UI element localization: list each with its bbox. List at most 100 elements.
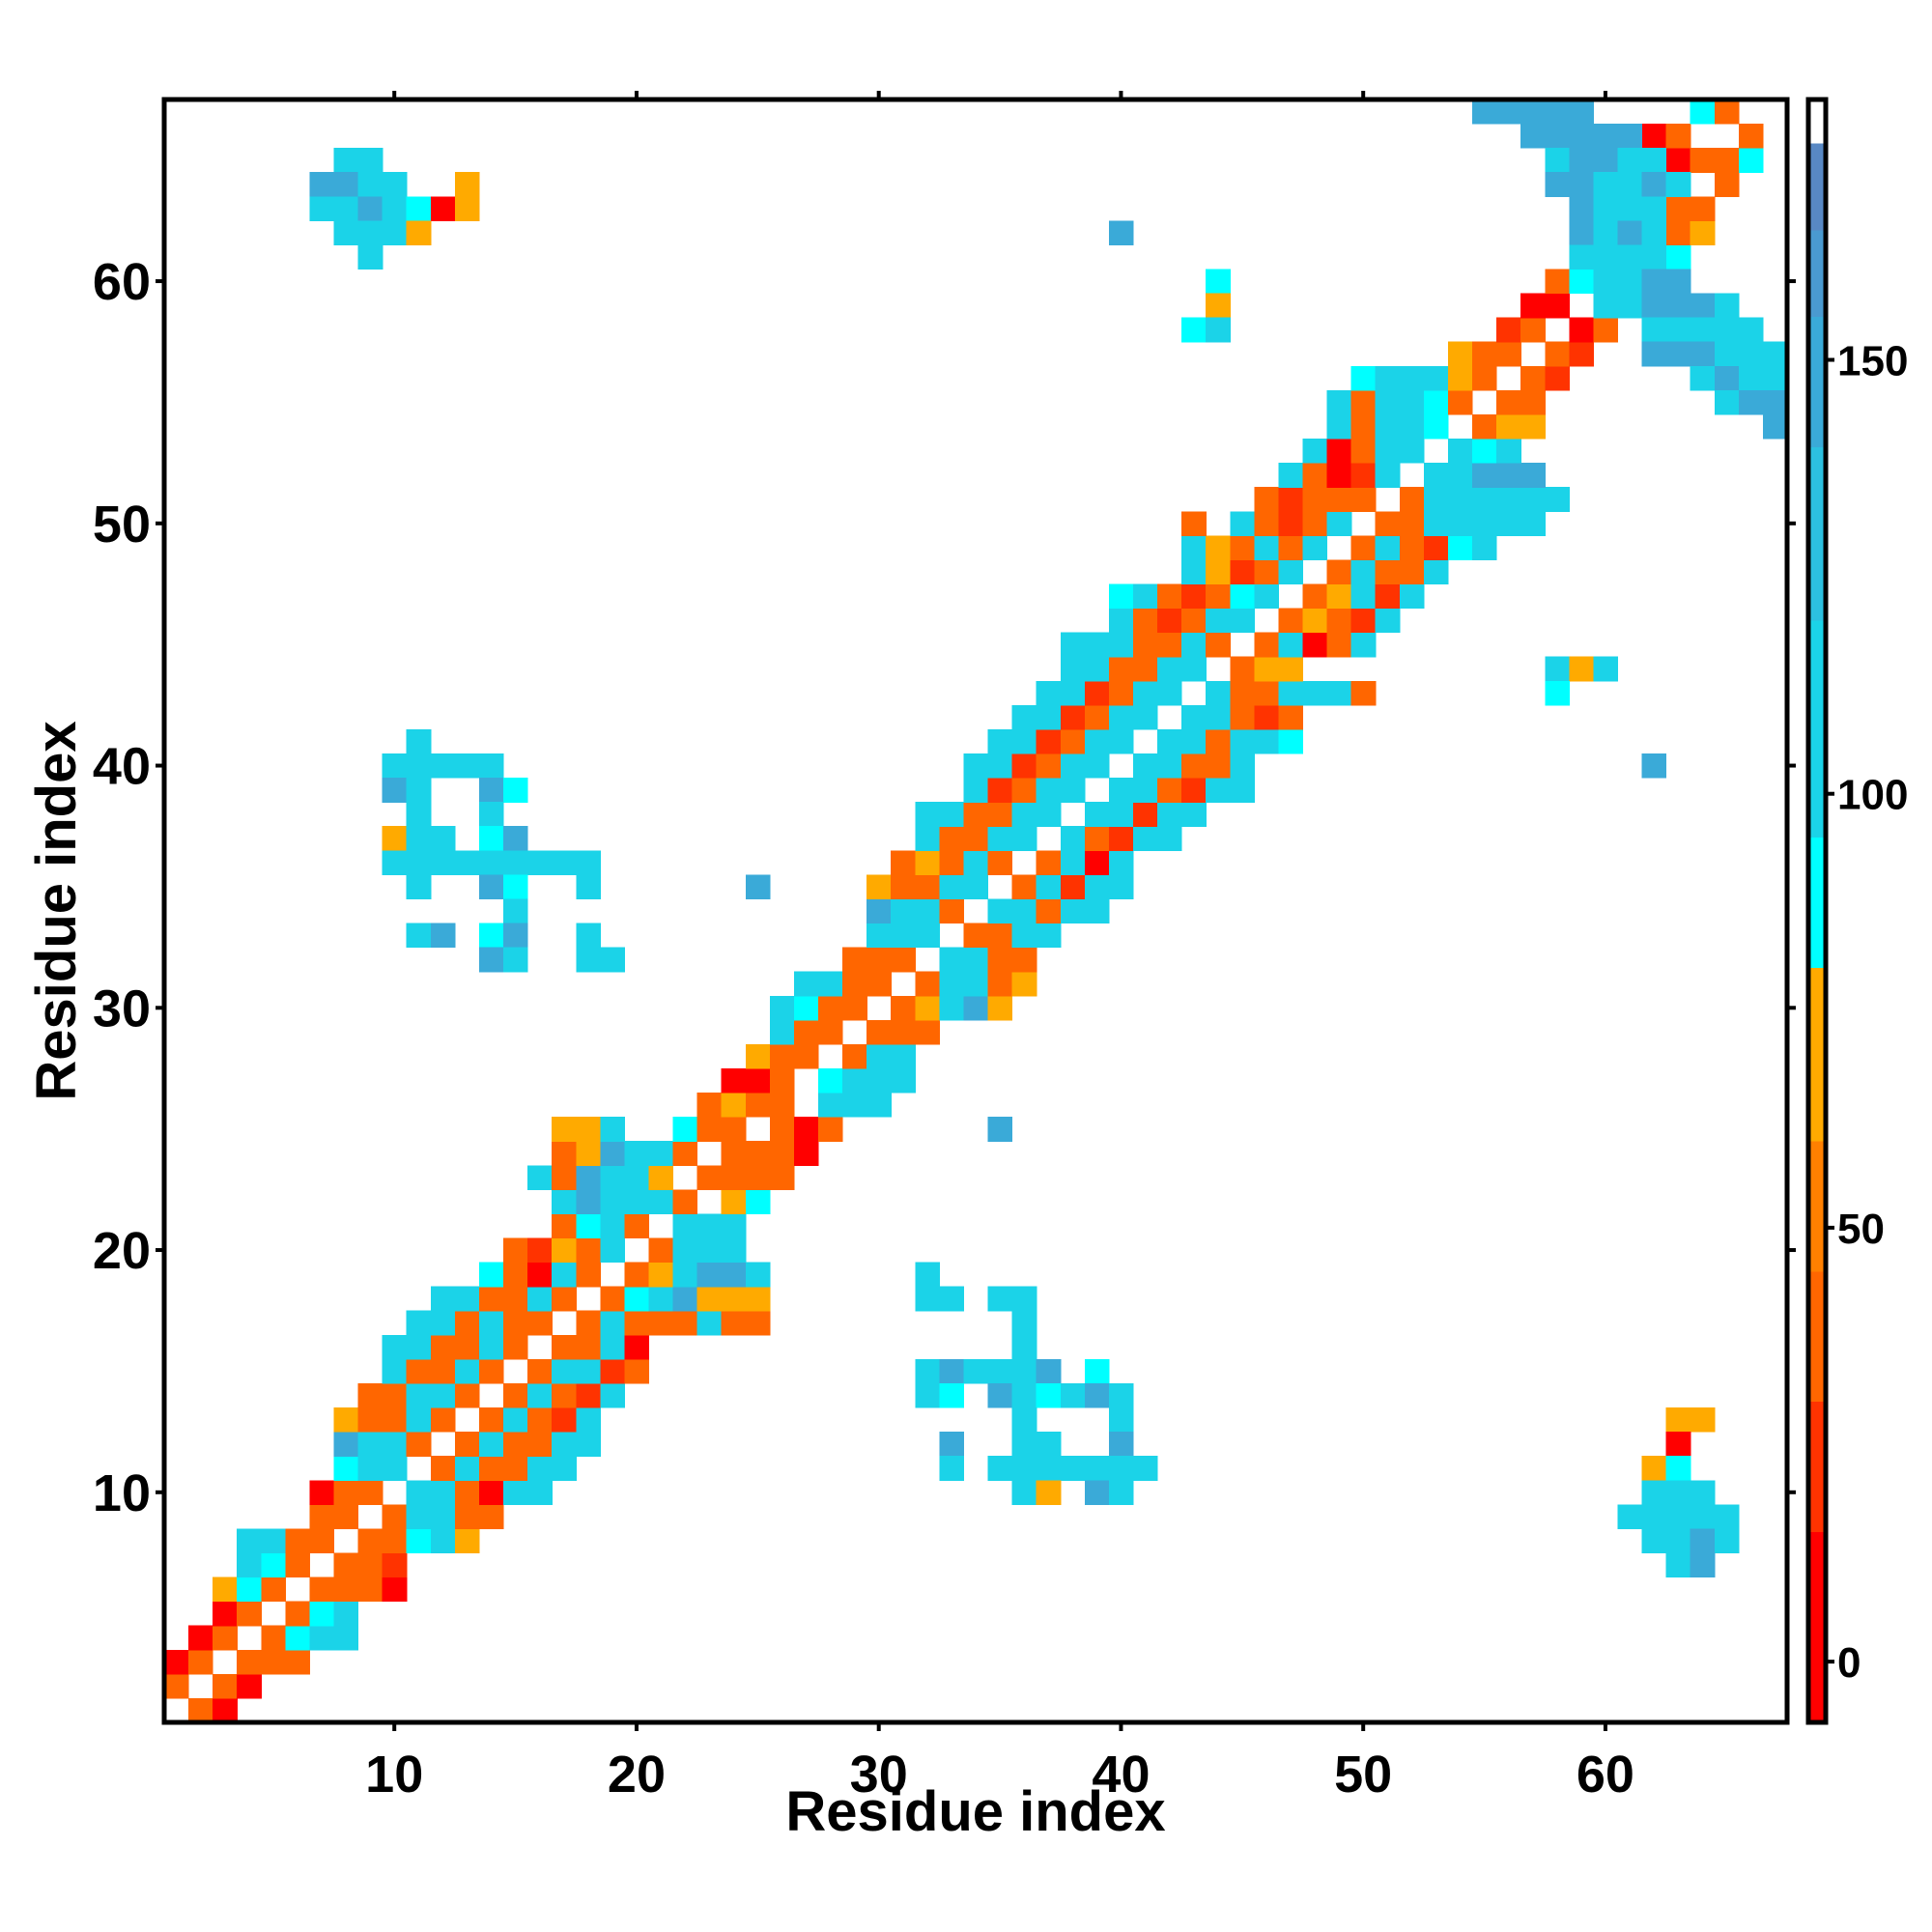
cluster-cluster-n-c-terminal-upper-left [309,148,480,270]
heatmap-cell [696,1213,723,1239]
heatmap-cell [261,1577,286,1603]
heatmap-cell [1641,1528,1667,1554]
heatmap-cell [842,1067,867,1094]
heatmap-cell [285,1552,311,1578]
heatmap-cell [1545,172,1570,197]
heatmap-cell [1520,389,1546,415]
heatmap-cell [1302,608,1328,634]
colorbar-band [1808,837,1826,968]
heatmap-cell [1641,269,1667,295]
colorbar-band [1808,1141,1826,1272]
heatmap-cell [963,826,989,851]
heatmap-cell [552,1456,577,1481]
heatmap-cell [1084,850,1110,875]
heatmap-cell [1520,124,1546,149]
heatmap-cell [721,1141,747,1166]
heatmap-cell [357,1382,384,1408]
heatmap-cell [1496,389,1521,415]
heatmap-cell [818,1117,843,1142]
heatmap-cell [576,1189,601,1215]
heatmap-cell [1690,1552,1716,1578]
heatmap-cell [1665,1456,1691,1481]
heatmap-cell [1326,413,1352,440]
heatmap-cell [1036,1358,1062,1384]
heatmap-cell [478,753,504,779]
heatmap-cell [1230,511,1255,536]
heatmap-cell [309,1625,335,1651]
heatmap-cell [1084,874,1110,900]
heatmap-cell [527,1480,553,1505]
heatmap-cell [624,1286,650,1312]
y-tick-label: 20 [93,1222,151,1280]
heatmap-cell [454,1286,480,1312]
heatmap-cell [1375,583,1401,610]
heatmap-cell [1181,632,1207,658]
heatmap-cell [793,1117,819,1142]
heatmap-cell [1157,583,1182,610]
heatmap-cell [406,1382,432,1408]
heatmap-cell [406,753,432,779]
heatmap-cell [1714,317,1740,343]
heatmap-cell [867,1043,892,1069]
heatmap-cell [576,1141,601,1166]
heatmap-cell [648,1262,674,1288]
heatmap-cell [430,1310,456,1336]
heatmap-cell [430,1456,456,1481]
heatmap-cell [1157,608,1182,634]
heatmap-cell [1011,1382,1037,1408]
heatmap-cell [1036,802,1062,827]
heatmap-cell [503,826,528,851]
heatmap-cell [1011,947,1037,973]
heatmap-cell [1665,1504,1691,1530]
heatmap-cell [696,1262,723,1288]
heatmap-cell [915,1382,940,1408]
heatmap-cell [237,1673,262,1699]
heatmap-cell [1641,148,1667,173]
heatmap-cell [1060,680,1086,706]
heatmap-cell [818,995,843,1021]
heatmap-cell [478,1407,504,1433]
heatmap-cell [382,172,408,197]
colorbar-band [1808,229,1826,318]
heatmap-cell [430,1480,456,1505]
heatmap-cell [1060,874,1086,900]
heatmap-cell [696,1310,723,1336]
heatmap-cell [867,947,892,973]
heatmap-cell [503,1310,528,1336]
heatmap-cell [891,898,916,924]
x-tick-label: 20 [608,1746,666,1804]
heatmap-cell [1302,511,1328,536]
heatmap-cell [406,728,432,754]
heatmap-cell [1375,413,1401,440]
heatmap-cell [1011,826,1037,851]
heatmap-cell [213,1601,238,1627]
heatmap-cell [1447,341,1473,367]
heatmap-cell [1206,559,1231,585]
heatmap-cell [454,1456,480,1481]
heatmap-cell [721,1093,747,1118]
heatmap-cell [1520,413,1546,440]
heatmap-cell [624,1358,650,1384]
heatmap-cell [963,1358,989,1384]
heatmap-cell [1375,365,1401,391]
heatmap-cell [576,1382,601,1408]
heatmap-cell [867,1093,892,1118]
heatmap-cell [1350,535,1377,561]
heatmap-cell [1157,802,1182,827]
heatmap-cell [1447,511,1473,536]
heatmap-cell [1496,463,1521,488]
heatmap-cell [1665,1432,1691,1457]
heatmap-cell [721,1165,747,1190]
heatmap-cell [406,220,432,246]
heatmap-cell [1423,511,1449,536]
heatmap-cell [963,947,989,973]
heatmap-cell [1738,341,1764,367]
heatmap-cell [1641,220,1667,246]
heatmap-cell [454,1480,480,1505]
heatmap-cell [1350,389,1377,415]
heatmap-cell [576,1432,601,1457]
heatmap-cell [552,1334,577,1360]
heatmap-cell [1132,826,1158,851]
heatmap-cell [648,1310,674,1336]
heatmap-cell [842,995,867,1021]
